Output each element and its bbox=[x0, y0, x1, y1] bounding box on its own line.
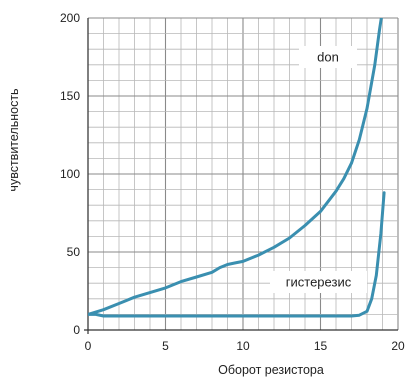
y-tick-label: 200 bbox=[60, 11, 80, 25]
x-tick-label: 15 bbox=[314, 339, 328, 353]
x-axis-title: Оборот резистора bbox=[218, 363, 324, 377]
x-tick-label: 10 bbox=[236, 339, 250, 353]
annotation-background bbox=[270, 271, 367, 293]
series-layer bbox=[88, 18, 386, 318]
x-tick-label: 20 bbox=[391, 339, 405, 353]
annotation-background bbox=[299, 46, 357, 68]
annotation-label: don bbox=[317, 50, 339, 65]
y-tick-label: 100 bbox=[60, 167, 80, 181]
y-tick-label: 50 bbox=[67, 245, 81, 259]
annotation-label: гистерезис bbox=[286, 275, 352, 290]
y-tick-label: 0 bbox=[73, 323, 80, 337]
series-line-hysteresis bbox=[88, 191, 386, 318]
annotations: don гистерезис bbox=[270, 46, 367, 293]
series-line-don bbox=[88, 18, 383, 316]
axes bbox=[84, 18, 398, 334]
x-tick-label: 0 bbox=[85, 339, 92, 353]
y-axis-title: чувствительность bbox=[7, 88, 21, 191]
x-tick-label: 5 bbox=[162, 339, 169, 353]
y-tick-label: 150 bbox=[60, 89, 80, 103]
